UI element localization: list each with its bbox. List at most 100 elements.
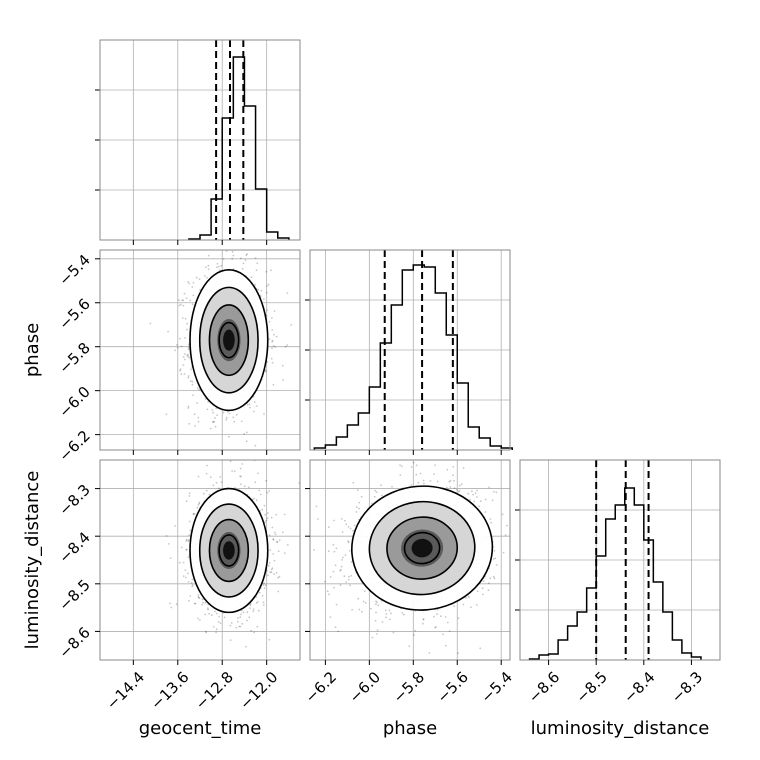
- sample-point: [341, 559, 343, 561]
- sample-point: [187, 343, 190, 346]
- sample-point: [236, 620, 239, 623]
- sample-point: [178, 304, 181, 307]
- sample-point: [442, 633, 444, 636]
- sample-point: [347, 541, 350, 544]
- sample-point: [485, 454, 487, 456]
- sample-point: [246, 611, 249, 614]
- histogram-geocent_time: [95, 40, 300, 240]
- sample-point: [476, 590, 479, 593]
- sample-point: [252, 410, 255, 413]
- sample-point: [275, 513, 278, 516]
- sample-point: [513, 532, 515, 534]
- sample-point: [269, 571, 272, 574]
- sample-point: [181, 299, 184, 302]
- sample-point: [275, 335, 278, 338]
- sample-point: [335, 547, 338, 550]
- sample-point: [413, 634, 415, 636]
- sample-point: [184, 353, 186, 355]
- density-level: [223, 541, 235, 560]
- sample-point: [258, 591, 261, 594]
- sample-point: [262, 601, 265, 604]
- sample-point: [462, 467, 465, 469]
- sample-point: [259, 493, 262, 496]
- sample-point: [385, 613, 388, 615]
- histogram-frame: [519, 459, 721, 661]
- sample-point: [192, 294, 195, 297]
- sample-point: [165, 413, 168, 416]
- sample-point: [272, 383, 275, 386]
- sample-point: [273, 573, 275, 575]
- sample-point: [255, 602, 258, 604]
- sample-point: [187, 540, 190, 542]
- sample-point: [433, 615, 435, 618]
- sample-point: [399, 464, 401, 466]
- sample-point: [191, 585, 194, 588]
- sample-point: [415, 473, 418, 476]
- sample-point: [267, 564, 270, 567]
- sample-point: [262, 604, 265, 606]
- sample-point: [265, 291, 268, 294]
- sample-point: [263, 587, 266, 590]
- sample-point: [349, 584, 351, 587]
- contour-line: [218, 534, 240, 567]
- sample-point: [490, 521, 492, 524]
- sample-point: [241, 267, 244, 270]
- sample-point: [249, 607, 252, 609]
- sample-point: [341, 531, 344, 533]
- sample-point: [332, 570, 335, 573]
- sample-point: [457, 490, 460, 493]
- sample-point: [350, 561, 353, 563]
- sample-point: [207, 254, 210, 257]
- sample-point: [422, 618, 425, 621]
- sample-point: [261, 508, 264, 511]
- sample-point: [350, 574, 353, 577]
- sample-point: [253, 631, 256, 634]
- sample-point: [495, 491, 498, 494]
- sample-point: [271, 329, 274, 331]
- sample-point: [272, 538, 275, 541]
- sample-point: [241, 622, 244, 625]
- sample-point: [229, 624, 232, 627]
- sample-point: [235, 626, 238, 629]
- sample-point: [339, 584, 342, 587]
- sample-point: [198, 596, 200, 599]
- sample-point: [329, 576, 332, 578]
- sample-point: [218, 615, 220, 618]
- sample-point: [191, 380, 194, 383]
- panel-content: [100, 460, 300, 660]
- sample-point: [472, 493, 474, 496]
- sample-point: [212, 626, 215, 628]
- panel-frame: [309, 459, 511, 661]
- scatter-geocent_time-phase: [100, 250, 300, 450]
- sample-point: [185, 500, 188, 503]
- sample-point: [178, 299, 180, 301]
- sample-point: [277, 550, 280, 552]
- sample-point: [384, 609, 387, 612]
- sample-point: [252, 608, 255, 611]
- sample-point: [199, 619, 201, 621]
- sample-point: [248, 403, 251, 406]
- sample-point: [182, 575, 185, 577]
- sample-point: [265, 270, 268, 273]
- sample-point: [344, 554, 347, 556]
- sample-point: [189, 380, 192, 382]
- sample-point: [362, 600, 365, 603]
- sample-point: [375, 600, 377, 603]
- sample-point: [185, 538, 188, 541]
- sample-point: [326, 590, 329, 593]
- sample-point: [315, 505, 318, 508]
- sample-point: [286, 344, 289, 346]
- sample-point: [187, 355, 189, 358]
- sample-point: [453, 479, 455, 482]
- sample-point: [353, 524, 356, 527]
- sample-point: [440, 615, 442, 618]
- sample-point: [187, 556, 190, 558]
- sample-point: [511, 581, 513, 583]
- sample-point: [334, 626, 337, 629]
- sample-point: [364, 602, 367, 604]
- sample-point: [179, 368, 182, 371]
- sample-point: [276, 541, 279, 544]
- sample-point: [513, 555, 515, 557]
- y-tick-label: −8.6: [55, 624, 93, 662]
- contour-line: [189, 487, 269, 614]
